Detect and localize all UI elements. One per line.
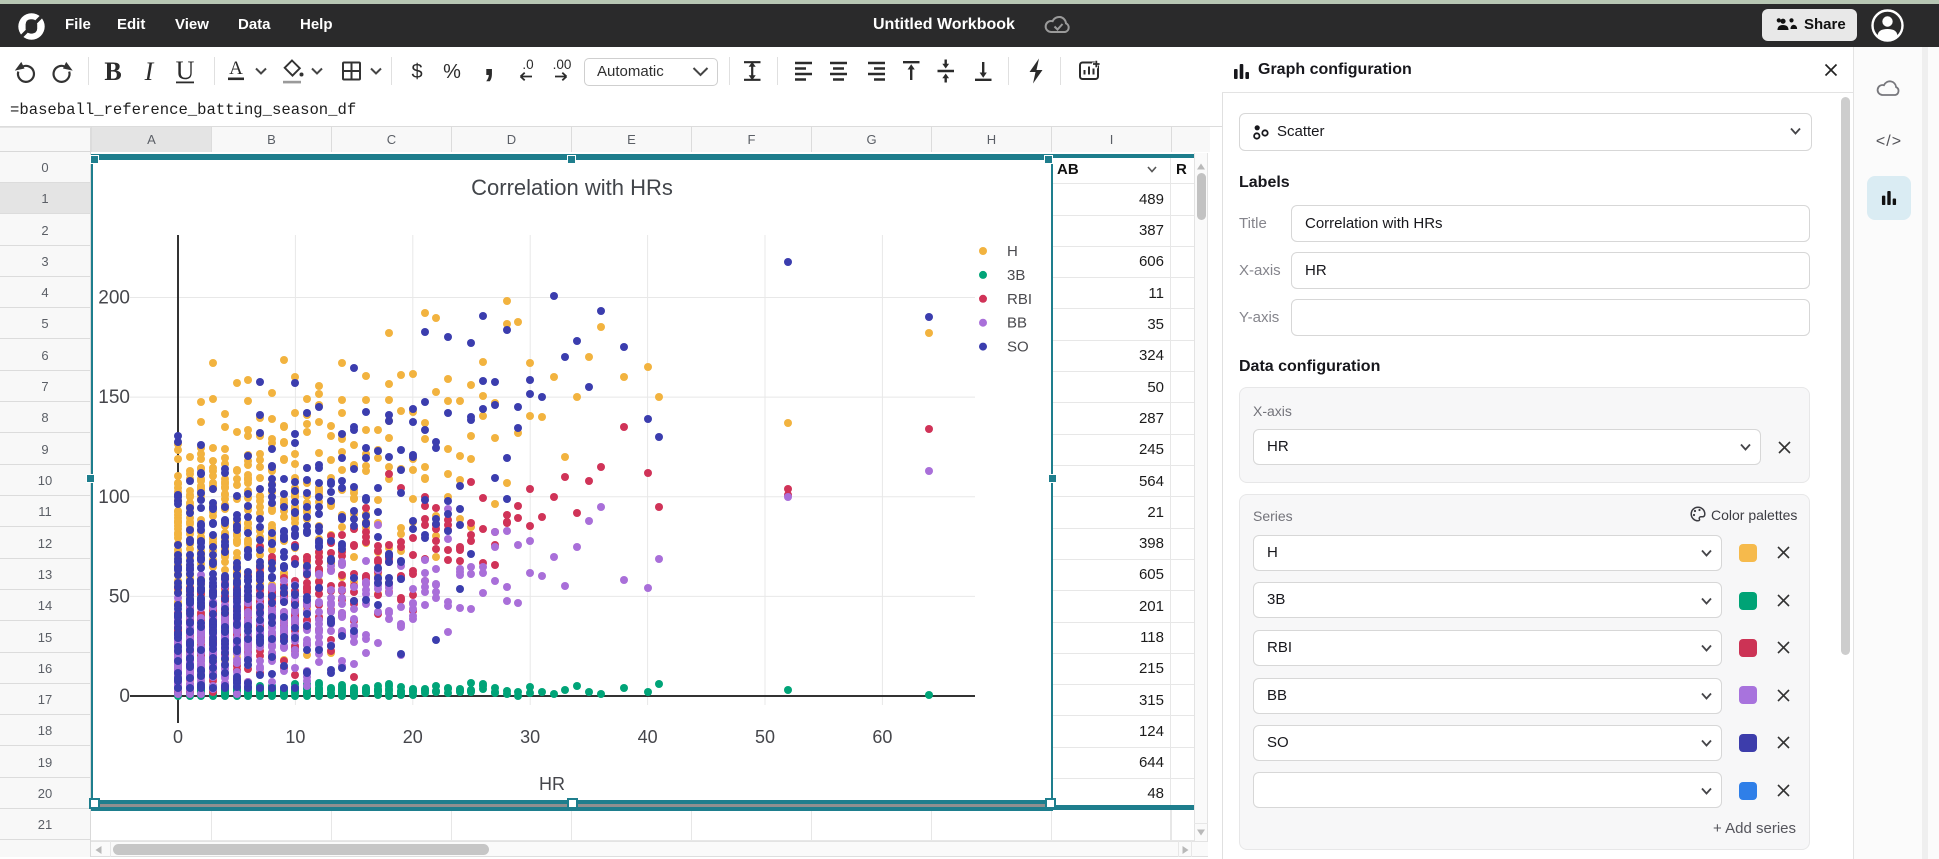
svg-text:50: 50 (755, 727, 775, 747)
svg-text:20: 20 (403, 727, 423, 747)
svg-text:Correlation with HRs: Correlation with HRs (471, 175, 673, 200)
svg-text:40: 40 (638, 727, 658, 747)
svg-text:I: I (144, 57, 155, 86)
svg-text:30: 30 (520, 727, 540, 747)
svg-text:$: $ (411, 61, 422, 83)
svg-text:H: H (1007, 243, 1018, 260)
svg-text:A: A (229, 58, 243, 79)
svg-text:200: 200 (98, 288, 130, 309)
svg-text:BB: BB (1007, 315, 1027, 332)
svg-text:0: 0 (173, 727, 183, 747)
svg-text:10: 10 (285, 727, 305, 747)
svg-text:0: 0 (119, 686, 130, 707)
svg-text:HR: HR (539, 774, 565, 794)
svg-text:RBI: RBI (1007, 291, 1032, 308)
svg-text:60: 60 (872, 727, 892, 747)
svg-text:,: , (483, 47, 494, 84)
svg-text:%: % (443, 61, 461, 83)
svg-text:B: B (104, 57, 121, 86)
svg-text:100: 100 (98, 487, 130, 508)
svg-text:3B: 3B (1007, 267, 1025, 284)
svg-text:150: 150 (98, 387, 130, 408)
svg-text:.0: .0 (522, 57, 533, 72)
svg-text:SO: SO (1007, 339, 1029, 356)
svg-text:.00: .00 (553, 57, 572, 72)
svg-text:50: 50 (109, 586, 130, 607)
svg-text:U: U (176, 56, 195, 85)
